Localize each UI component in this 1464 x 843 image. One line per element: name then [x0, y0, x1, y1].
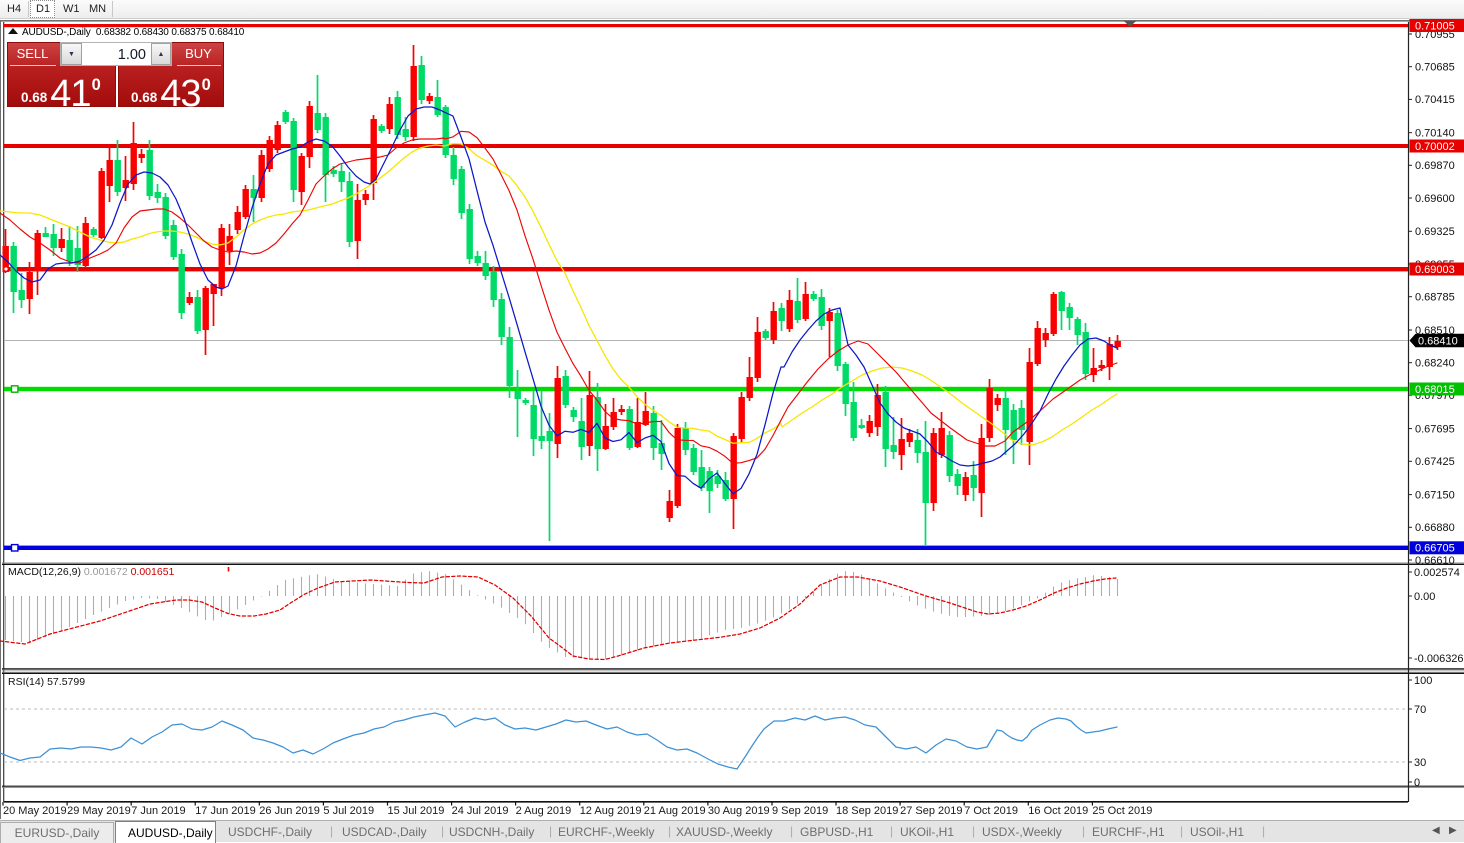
svg-text:17 Jun 2019: 17 Jun 2019 — [195, 805, 256, 817]
svg-text:12 Aug 2019: 12 Aug 2019 — [580, 805, 642, 817]
svg-text:0.66610: 0.66610 — [1415, 555, 1455, 567]
svg-text:0.66880: 0.66880 — [1415, 522, 1455, 534]
svg-text:0: 0 — [1414, 777, 1420, 789]
svg-text:0.68240: 0.68240 — [1415, 358, 1455, 370]
svg-text:16 Oct 2019: 16 Oct 2019 — [1028, 805, 1088, 817]
svg-text:9 Sep 2019: 9 Sep 2019 — [772, 805, 828, 817]
svg-text:20 May 2019: 20 May 2019 — [3, 805, 67, 817]
svg-text:70: 70 — [1414, 704, 1426, 716]
svg-text:0.69600: 0.69600 — [1415, 193, 1455, 205]
svg-text:0.69870: 0.69870 — [1415, 160, 1455, 172]
svg-text:7 Jun 2019: 7 Jun 2019 — [131, 805, 185, 817]
svg-text:15 Jul 2019: 15 Jul 2019 — [388, 805, 445, 817]
svg-text:0.68785: 0.68785 — [1415, 292, 1455, 304]
svg-text:0.70415: 0.70415 — [1415, 94, 1455, 106]
svg-text:29 May 2019: 29 May 2019 — [67, 805, 131, 817]
svg-text:30: 30 — [1414, 757, 1426, 769]
svg-text:30 Aug 2019: 30 Aug 2019 — [708, 805, 770, 817]
svg-text:0.002574: 0.002574 — [1414, 567, 1460, 579]
svg-text:18 Sep 2019: 18 Sep 2019 — [836, 805, 898, 817]
svg-text:0.70002: 0.70002 — [1415, 141, 1455, 153]
svg-text:0.00: 0.00 — [1414, 591, 1435, 603]
svg-text:0.66705: 0.66705 — [1415, 543, 1455, 555]
svg-text:27 Sep 2019: 27 Sep 2019 — [900, 805, 962, 817]
svg-text:MACD(12,26,9) 0.001672 0.00165: MACD(12,26,9) 0.001672 0.001651 — [8, 566, 175, 578]
svg-text:-0.006326: -0.006326 — [1414, 653, 1464, 665]
svg-text:0.70140: 0.70140 — [1415, 128, 1455, 140]
svg-text:7 Oct 2019: 7 Oct 2019 — [964, 805, 1018, 817]
svg-text:21 Aug 2019: 21 Aug 2019 — [644, 805, 706, 817]
svg-text:26 Jun 2019: 26 Jun 2019 — [259, 805, 320, 817]
svg-text:24 Jul 2019: 24 Jul 2019 — [452, 805, 509, 817]
svg-text:2 Aug 2019: 2 Aug 2019 — [516, 805, 572, 817]
svg-text:0.68410: 0.68410 — [1418, 335, 1458, 347]
svg-text:0.71005: 0.71005 — [1415, 20, 1455, 32]
svg-text:0.67150: 0.67150 — [1415, 489, 1455, 501]
svg-text:0.67695: 0.67695 — [1415, 423, 1455, 435]
svg-text:0.67425: 0.67425 — [1415, 456, 1455, 468]
svg-text:0.69003: 0.69003 — [1415, 264, 1455, 276]
svg-text:100: 100 — [1414, 675, 1432, 687]
svg-text:0.69325: 0.69325 — [1415, 226, 1455, 238]
svg-text:5 Jul 2019: 5 Jul 2019 — [323, 805, 374, 817]
svg-text:0.70685: 0.70685 — [1415, 62, 1455, 74]
svg-text:25 Oct 2019: 25 Oct 2019 — [1092, 805, 1152, 817]
svg-text:RSI(14) 57.5799: RSI(14) 57.5799 — [8, 676, 85, 688]
svg-text:0.68015: 0.68015 — [1415, 384, 1455, 396]
